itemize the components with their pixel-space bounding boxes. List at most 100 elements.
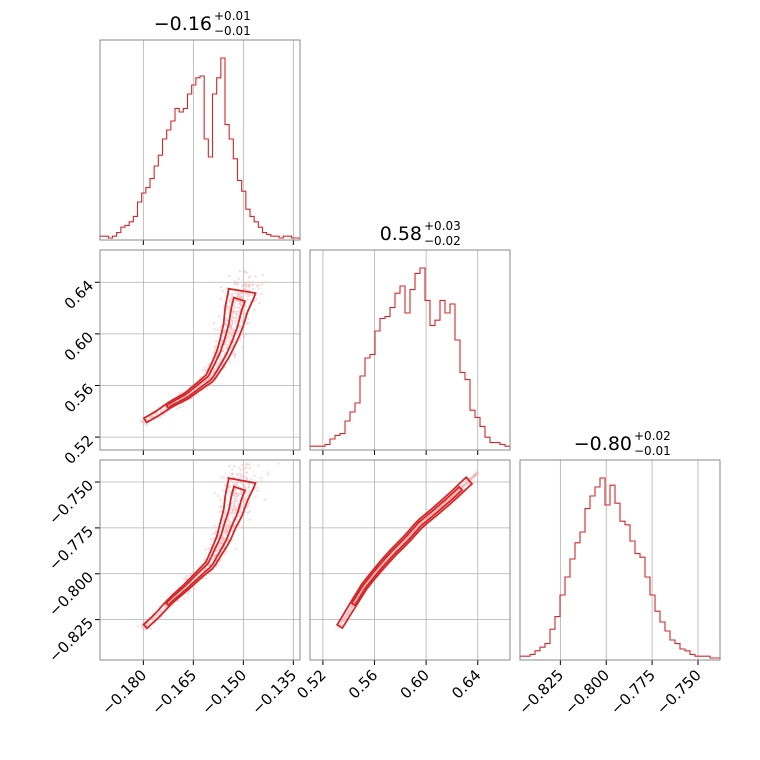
sample-point [194,588,197,591]
sample-point [237,277,240,280]
sample-point [229,520,232,524]
sample-point [239,468,242,471]
sample-point [247,486,251,489]
panel-background [310,250,510,450]
sample-point [213,554,216,557]
sample-point [248,288,251,292]
title-2: −0.80 +0.02−0.01 [574,429,671,458]
sample-point [233,355,237,359]
sample-point [222,477,225,480]
sample-point [228,485,231,488]
sample-point [234,547,237,550]
sample-point [203,366,206,369]
sample-point [234,352,237,355]
sample-point [243,498,246,501]
contour-outer [142,476,257,630]
panel-frame [99,459,301,661]
sample-point [233,319,236,322]
sample-point [243,269,246,273]
sample-point [231,515,234,519]
sample-point [148,416,151,419]
sample-point [243,283,246,286]
panel-frame [99,39,301,241]
sample-point [181,405,185,408]
sample-point [234,292,238,295]
panel-marks [335,471,479,630]
sample-point [336,627,339,630]
sample-point [232,310,235,313]
panel-frame [519,459,721,661]
sample-point [224,509,227,512]
sample-point [229,328,232,331]
sample-point [235,498,238,501]
x-tick-label: 0.56 [345,666,381,702]
sample-point [244,333,247,336]
sample-point [145,424,148,427]
sample-point [221,538,224,542]
sample-point [222,536,225,539]
sample-point [220,298,223,301]
sample-point [244,312,247,315]
sample-point [246,463,249,466]
panel-marks [136,462,280,631]
sample-point [224,513,227,516]
sample-point [342,619,345,622]
sample-point [475,471,478,474]
sample-point [239,510,242,513]
y-tick-label: −0.825 [45,614,97,666]
sample-point [222,532,225,535]
sample-point [217,544,220,547]
sample-point [228,489,231,492]
sample-point [248,294,251,297]
x-tick-label: −0.150 [198,666,250,718]
sample-point [248,463,251,466]
sample-point [228,298,231,301]
sample-point [234,283,237,286]
sample-point [236,472,239,475]
panel-0-0 [100,40,300,245]
sample-point [473,474,476,477]
sample-point [227,526,230,529]
sample-point [240,301,243,304]
sample-point [210,543,213,546]
sample-point [247,322,250,325]
x-tick-label: 0.60 [397,666,433,702]
y-tick-label: 0.64 [61,277,97,313]
sample-point [219,286,223,289]
y-tick-label: 0.56 [61,380,97,416]
density-panel-1-0 [139,269,267,427]
sample-point [463,483,466,486]
sample-point [151,619,154,622]
sample-point [218,358,222,361]
sample-point [238,269,241,273]
sample-point [216,328,219,331]
sample-point [245,284,248,287]
sample-point [239,507,242,510]
sample-point [207,364,210,367]
sample-point [160,610,163,613]
sample-point [234,484,237,487]
sample-point [227,524,230,527]
sample-point [257,284,260,287]
sample-point [229,491,232,494]
sample-point [257,464,260,467]
sample-point [234,492,237,495]
sample-point [235,317,238,320]
sample-point [242,475,245,478]
panel-frame [309,249,511,451]
sample-point [224,529,227,532]
sample-point [259,477,262,480]
sample-point [233,280,236,283]
sample-point [231,292,234,295]
sample-point [412,530,415,533]
sample-point [256,486,259,489]
sample-point [238,515,241,518]
sample-point [205,388,208,391]
sample-point [431,513,434,516]
sample-point [228,309,231,312]
sample-point [229,300,232,303]
sample-point [267,471,270,474]
sample-point [351,604,354,607]
sample-point [250,477,253,480]
sample-point [244,293,247,296]
